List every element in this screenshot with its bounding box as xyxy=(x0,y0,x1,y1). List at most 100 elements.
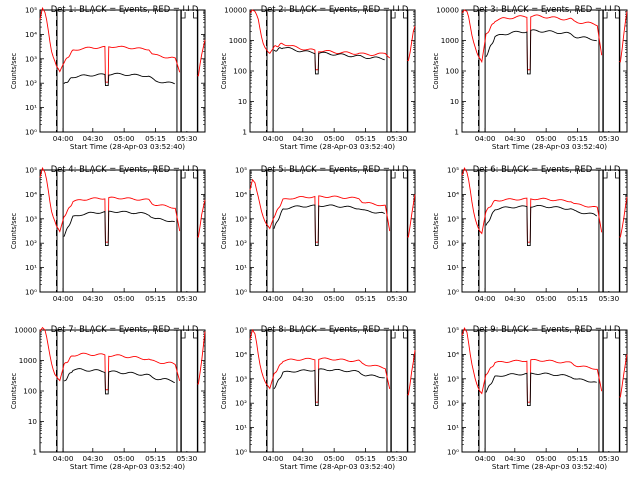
y-tick-label: 10² xyxy=(447,239,459,248)
events-series-line xyxy=(485,204,598,247)
gap-bracket xyxy=(193,172,198,179)
data-gap xyxy=(391,331,408,451)
panel-title: Det 5: BLACK = Events, RED = LLD xyxy=(261,164,409,174)
lld-series-line xyxy=(39,326,206,391)
y-axis-label: Counts/sec xyxy=(220,52,228,89)
x-tick-label: 04:00 xyxy=(475,454,496,463)
y-tick-label: 10⁵ xyxy=(235,326,247,335)
y-tick-label: 10⁰ xyxy=(25,288,37,297)
x-tick-label: 04:30 xyxy=(292,134,313,143)
events-series-line xyxy=(273,204,385,247)
lld-series-line xyxy=(249,9,416,71)
x-tick-label: 04:30 xyxy=(504,294,525,303)
x-tick-label: 05:00 xyxy=(536,294,557,303)
events-series-line xyxy=(63,368,175,395)
lld-series-line xyxy=(39,6,206,83)
y-tick-label: 1000 xyxy=(441,36,460,45)
lld-series-line xyxy=(461,9,628,71)
y-tick-label: 10⁵ xyxy=(25,166,37,175)
panel-title: Det 9: BLACK = Events, RED = LLD xyxy=(473,324,621,334)
y-tick-label: 10⁴ xyxy=(235,190,247,199)
y-tick-label: 10⁴ xyxy=(447,350,459,359)
y-tick-label: 10³ xyxy=(235,374,247,383)
lld-series-line xyxy=(249,328,416,403)
y-tick-label: 10⁵ xyxy=(447,326,459,335)
det-panel-4: Det 4: BLACK = Events, RED = LLD 10⁰ 10¹ 10… xyxy=(10,164,206,303)
x-tick-label: 05:15 xyxy=(145,134,166,143)
y-axis-label: Counts/sec xyxy=(432,52,440,89)
x-tick-label: 04:00 xyxy=(53,294,74,303)
x-tick-label: 05:00 xyxy=(114,454,135,463)
gap-bracket xyxy=(391,332,396,339)
gap-bracket xyxy=(181,172,186,179)
gap-bracket xyxy=(403,172,408,179)
x-tick-label: 05:15 xyxy=(355,454,376,463)
plot-frame xyxy=(39,169,206,293)
gap-bracket xyxy=(603,172,608,179)
gap-bracket xyxy=(615,172,620,179)
gap-bracket xyxy=(181,332,186,339)
data-gap xyxy=(181,11,198,131)
gap-bracket xyxy=(403,12,408,19)
x-tick-label: 05:00 xyxy=(324,454,345,463)
gap-bracket xyxy=(615,332,620,339)
data-gap xyxy=(603,11,620,131)
x-tick-label: 05:00 xyxy=(536,134,557,143)
y-tick-label: 10 xyxy=(238,97,248,106)
x-axis-label: Start Time (28-Apr-03 03:52:40) xyxy=(70,462,185,471)
events-series-line xyxy=(63,210,175,247)
y-tick-label: 10³ xyxy=(447,214,459,223)
det-panel-5: Det 5: BLACK = Events, RED = LLD 10⁰ 10¹ 10… xyxy=(220,164,416,303)
x-tick-label: 05:30 xyxy=(598,134,619,143)
gap-bracket xyxy=(181,12,186,19)
det-panel-7: Det 7: BLACK = Events, RED = LLD 1 10 100 10… xyxy=(10,324,206,471)
y-tick-label: 10⁴ xyxy=(447,190,459,199)
x-tick-label: 05:15 xyxy=(145,454,166,463)
data-gap xyxy=(391,11,408,131)
x-tick-label: 04:00 xyxy=(475,294,496,303)
y-tick-label: 1 xyxy=(242,128,247,137)
y-tick-label: 10¹ xyxy=(235,423,247,432)
y-tick-label: 100 xyxy=(23,387,37,396)
y-tick-label: 10 xyxy=(28,417,38,426)
x-tick-label: 05:00 xyxy=(324,134,345,143)
plot-frame xyxy=(461,329,628,453)
lld-series-line xyxy=(461,326,628,403)
plot-frame xyxy=(249,169,416,293)
y-tick-label: 10² xyxy=(447,399,459,408)
lld-series-line xyxy=(39,166,206,243)
det-panel-8: Det 8: BLACK = Events, RED = LLD 10⁰ 10¹ 10… xyxy=(220,324,416,471)
panel-title: Det 2: BLACK = Events, RED = LLD xyxy=(261,4,409,14)
y-tick-label: 10² xyxy=(235,239,247,248)
y-tick-label: 10⁰ xyxy=(447,288,459,297)
y-tick-label: 10³ xyxy=(25,214,37,223)
y-tick-label: 10⁵ xyxy=(25,6,37,15)
plot-frame xyxy=(39,9,206,133)
x-tick-label: 04:00 xyxy=(53,134,74,143)
plot-frame xyxy=(461,9,628,133)
det-panel-3: Det 3: BLACK = Events, RED = LLD 1 10 100 10… xyxy=(432,4,628,151)
x-tick-label: 04:00 xyxy=(263,454,284,463)
plot-frame xyxy=(249,9,416,133)
events-series-line xyxy=(485,29,597,75)
lld-series-line xyxy=(249,178,416,243)
y-axis-label: Counts/sec xyxy=(432,212,440,249)
events-series-line xyxy=(63,72,175,87)
x-tick-label: 05:15 xyxy=(355,294,376,303)
y-axis-label: Counts/sec xyxy=(10,52,18,89)
gap-bracket xyxy=(193,12,198,19)
panel-title: Det 6: BLACK = Events, RED = LLD xyxy=(473,164,621,174)
x-tick-label: 04:30 xyxy=(82,454,103,463)
y-tick-label: 10¹ xyxy=(235,263,247,272)
y-tick-label: 10¹ xyxy=(447,423,459,432)
x-tick-label: 05:15 xyxy=(145,294,166,303)
x-tick-label: 05:30 xyxy=(598,294,619,303)
plot-frame xyxy=(39,329,206,453)
gap-bracket xyxy=(603,332,608,339)
gap-bracket xyxy=(403,332,408,339)
events-series-line xyxy=(273,368,385,407)
plot-frame xyxy=(461,169,628,293)
x-tick-label: 05:15 xyxy=(567,454,588,463)
x-tick-label: 05:30 xyxy=(176,454,197,463)
y-tick-label: 10000 xyxy=(224,6,247,15)
